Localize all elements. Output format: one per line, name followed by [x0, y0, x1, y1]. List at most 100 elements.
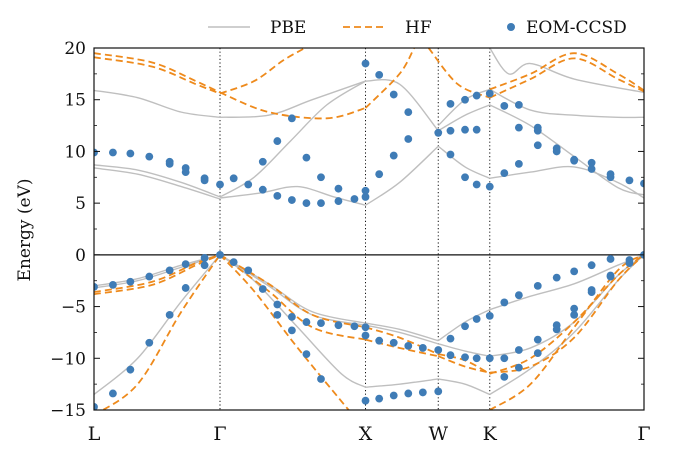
eom-ccsd-point-90: [472, 180, 481, 189]
eom-ccsd-point-81: [461, 353, 469, 362]
eom-ccsd-point-127: [625, 176, 634, 185]
eom-ccsd-point-41: [244, 180, 253, 189]
hf-band-7: [219, 254, 350, 410]
eom-ccsd-point-100: [570, 304, 579, 313]
pbe-band-10: [219, 80, 366, 198]
eom-ccsd-point-22: [216, 180, 224, 189]
eom-ccsd-point-87: [485, 311, 494, 320]
eom-ccsd-point-69: [375, 170, 384, 179]
hf-band-8: [219, 91, 366, 120]
eom-ccsd-point-86: [472, 315, 481, 323]
eom-ccsd-point-133: [587, 158, 596, 167]
eom-ccsd-point-56: [361, 331, 370, 340]
eom-ccsd-point-34: [350, 322, 359, 331]
eom-ccsd-point-48: [350, 195, 359, 203]
eom-ccsd-point-68: [361, 186, 370, 195]
eom-ccsd-point-27: [244, 266, 253, 275]
eom-ccsd-point-128: [640, 179, 644, 188]
eom-ccsd-point-23: [165, 157, 174, 166]
kpoint-label-K: K: [483, 423, 498, 445]
eom-ccsd-point-71: [404, 135, 413, 143]
hf-band-6: [219, 254, 366, 341]
hf-band-11: [365, 338, 439, 358]
pbe-band-6: [219, 254, 366, 388]
eom-ccsd-point-83: [485, 354, 494, 363]
pbe-band-24: [489, 254, 644, 357]
eom-ccsd-point-111: [606, 272, 615, 281]
eom-ccsd-point-24: [181, 164, 190, 172]
eom-ccsd-point-2: [126, 277, 135, 286]
hf-band-9: [219, 48, 306, 95]
pbe-band-11: [219, 80, 366, 118]
eom-ccsd-point-118: [587, 261, 596, 270]
eom-ccsd-point-37: [287, 326, 296, 335]
eom-ccsd-point-38: [302, 350, 311, 359]
eom-ccsd-point-130: [533, 126, 542, 135]
eom-ccsd-point-74: [389, 90, 398, 99]
pbe-band-21: [437, 104, 491, 132]
pbe-band-5: [94, 89, 221, 118]
eom-ccsd-point-80: [446, 351, 455, 360]
eom-ccsd-point-12: [165, 310, 174, 319]
legend-label-pbe: PBE: [270, 18, 306, 38]
eom-ccsd-point-120: [500, 102, 509, 110]
eom-ccsd-point-92: [446, 99, 455, 108]
plot-area: [94, 48, 644, 410]
pbe-band-4: [94, 164, 221, 198]
eom-ccsd-point-119: [606, 255, 615, 263]
eom-ccsd-point-33: [334, 321, 343, 330]
pbe-band-14: [365, 322, 439, 342]
y-tick-label: −10: [50, 349, 86, 369]
eom-ccsd-point-52: [287, 114, 296, 123]
eom-ccsd-point-45: [302, 199, 311, 208]
y-tick-label: −5: [61, 298, 86, 318]
eom-ccsd-point-137: [533, 141, 542, 150]
eom-ccsd-point-0: [94, 283, 98, 291]
eom-ccsd-point-55: [334, 184, 343, 193]
eom-ccsd-point-43: [273, 192, 282, 200]
hf-band-16: [489, 254, 644, 375]
hf-band-10: [365, 326, 439, 355]
eom-ccsd-point-78: [461, 125, 469, 134]
eom-ccsd-point-31: [302, 318, 311, 326]
eom-ccsd-point-5: [181, 260, 190, 269]
y-tick-label: 0: [75, 246, 86, 266]
eom-ccsd-point-121: [514, 123, 523, 132]
kpoint-label-X: X: [359, 423, 373, 445]
eom-ccsd-point-36: [273, 310, 282, 319]
eom-ccsd-point-132: [570, 155, 579, 164]
eom-ccsd-point-32: [317, 319, 325, 328]
eom-ccsd-point-53: [302, 153, 311, 162]
eom-ccsd-point-40: [229, 174, 238, 183]
eom-ccsd-point-135: [500, 169, 509, 178]
y-axis-title: Energy (eV): [15, 178, 35, 281]
eom-ccsd-point-65: [404, 389, 413, 398]
eom-ccsd-point-25: [200, 174, 209, 183]
pbe-band-0: [94, 254, 221, 396]
pbe-band-29: [489, 48, 644, 94]
legend-label-hf: HF: [405, 18, 432, 38]
hf-band-2: [101, 254, 221, 410]
hf-band-12: [364, 48, 415, 109]
eom-ccsd-point-63: [375, 394, 384, 403]
eom-ccsd-point-39: [317, 375, 325, 383]
eom-ccsd-point-4: [165, 266, 174, 275]
eom-ccsd-point-108: [552, 325, 561, 334]
eom-ccsd-point-97: [514, 346, 523, 354]
pbe-band-12: [365, 378, 439, 388]
eom-ccsd-point-112: [625, 256, 634, 264]
plot-frame: [93, 47, 645, 411]
eom-ccsd-point-1: [109, 280, 117, 289]
eom-ccsd-point-134: [606, 170, 615, 179]
eom-ccsd-point-64: [389, 391, 398, 400]
y-tick-label: 15: [64, 91, 86, 111]
eom-ccsd-point-82: [472, 354, 481, 363]
eom-ccsd-point-98: [533, 335, 542, 344]
eom-ccsd-point-113: [500, 298, 509, 307]
pbe-band-7: [219, 254, 366, 326]
eom-ccsd-point-57: [375, 336, 384, 345]
pbe-band-13: [365, 324, 439, 345]
eom-ccsd-point-35: [361, 323, 370, 332]
pbe-band-26: [489, 165, 644, 199]
eom-ccsd-point-66: [418, 388, 427, 397]
